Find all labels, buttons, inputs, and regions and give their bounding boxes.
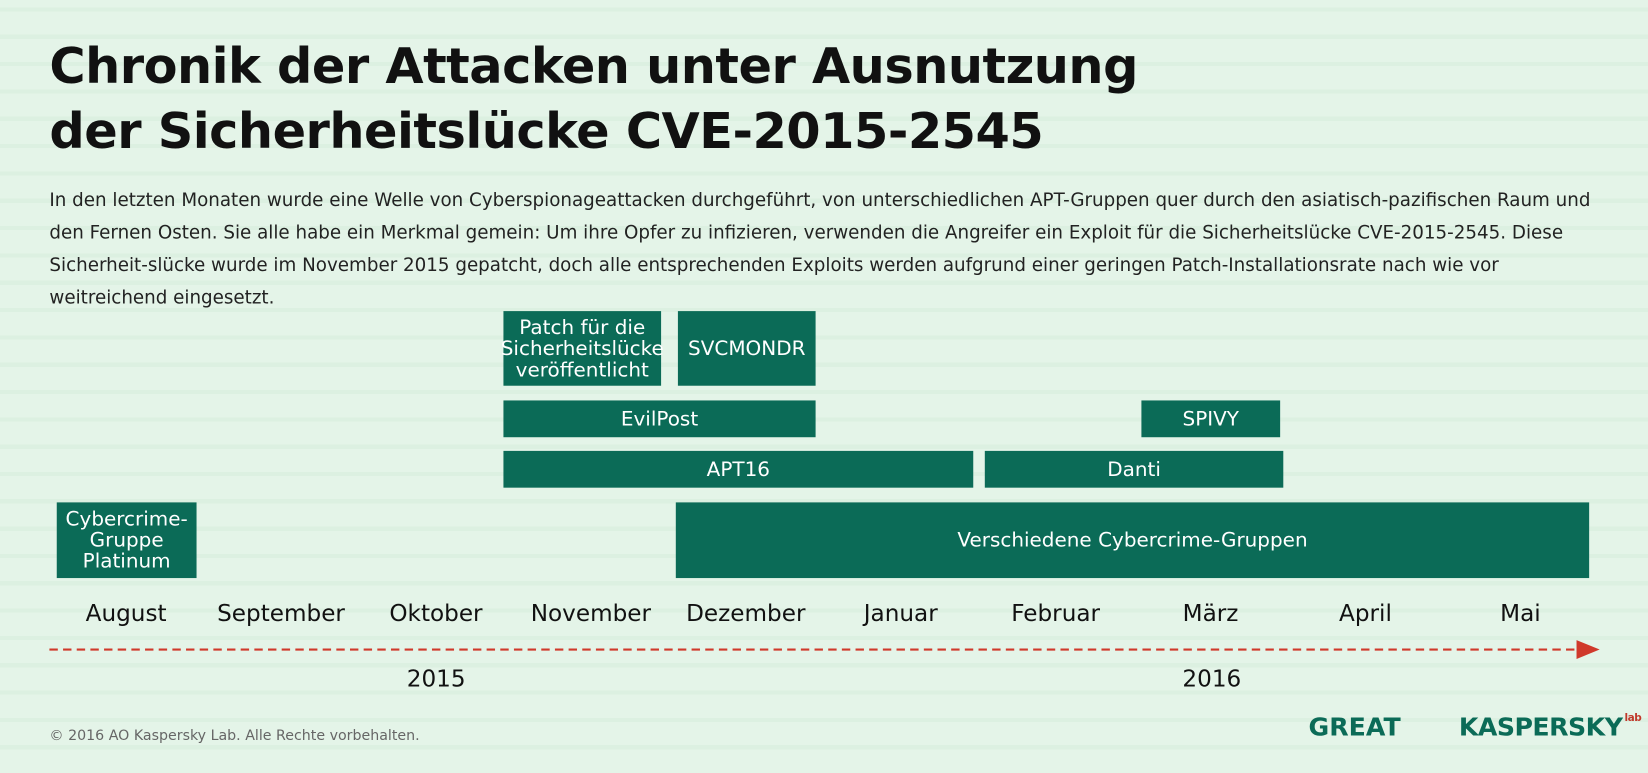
timeline-bar: Danti [984, 450, 1284, 488]
timeline-bar: APT16 [503, 450, 974, 488]
month-label: April [1339, 601, 1392, 628]
month-label: August [85, 601, 167, 628]
logo-kaspersky: KASPERSKY lab [1458, 712, 1642, 743]
month-label: November [530, 601, 652, 628]
timeline-bar: Patch für die Sicherheitslücke veröffent… [501, 311, 664, 386]
month-label: September [217, 601, 345, 628]
title-line: Chronik der Attacken unter Ausnutzung [49, 37, 1138, 96]
copyright: © 2016 AO Kaspersky Lab. Alle Rechte vor… [49, 727, 420, 745]
timeline-arrow [49, 640, 1600, 659]
month-label: März [1182, 601, 1239, 628]
logo-lab: lab [1624, 712, 1642, 725]
month-label: Oktober [389, 601, 483, 628]
timeline-bar: EvilPost [503, 400, 816, 438]
description: In den letzten Monaten wurde eine Welle … [49, 190, 1591, 309]
title-line: der Sicherheitslücke CVE-2015-2545 [49, 102, 1044, 161]
timeline-bar: Cybercrime-Gruppe Platinum [56, 502, 197, 579]
logo-great: GREAT [1308, 712, 1401, 743]
timeline-bar: SVCMONDR [677, 311, 816, 386]
logo-text: KASPERSKY [1458, 712, 1623, 743]
month-label: Mai [1500, 601, 1541, 628]
year-label: 2016 [1182, 666, 1242, 693]
arrow-head [1576, 640, 1600, 659]
month-label: Januar [863, 601, 938, 628]
timeline-bar: SPIVY [1141, 400, 1281, 438]
month-label: Dezember [686, 601, 806, 628]
timeline-bar: Verschiedene Cybercrime-Gruppen [675, 502, 1590, 579]
year-label: 2015 [406, 666, 466, 693]
month-label: Februar [1011, 601, 1101, 628]
